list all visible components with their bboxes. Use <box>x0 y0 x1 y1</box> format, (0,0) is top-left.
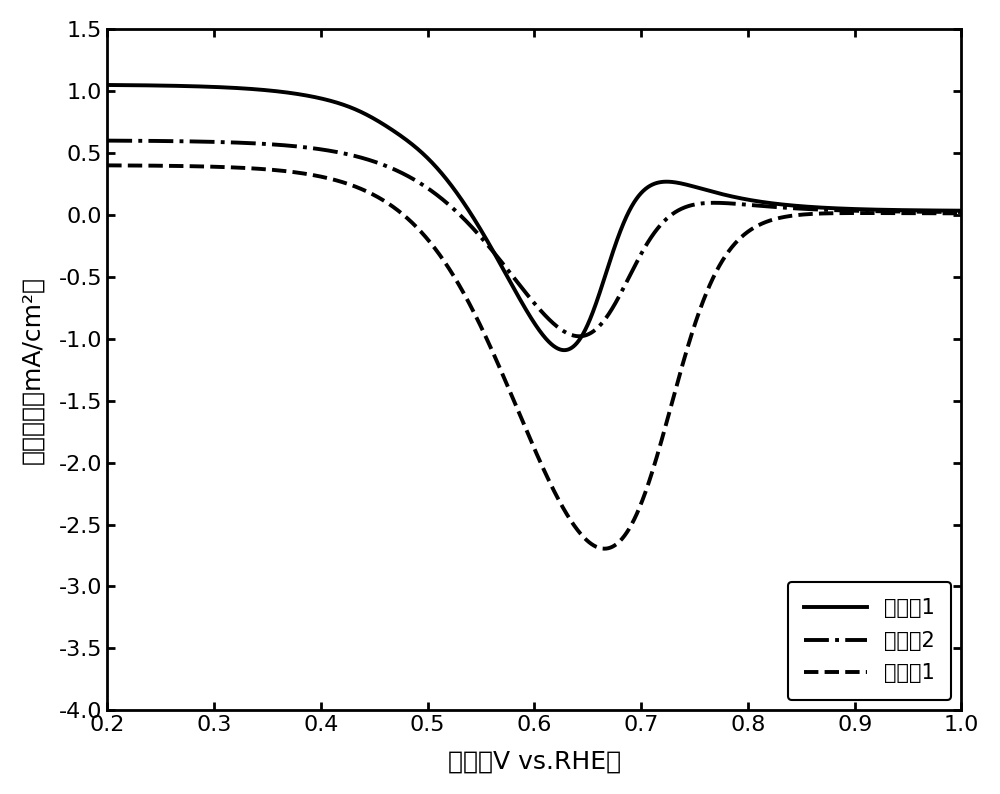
对比例2 <box>249 139 261 148</box>
Line: 对比例1: 对比例1 <box>107 165 961 549</box>
对比例1 <box>939 209 951 218</box>
对比例1 <box>101 160 113 170</box>
对比例1 <box>249 164 261 173</box>
Legend: 实施例1, 对比例2, 对比例1: 实施例1, 对比例2, 对比例1 <box>788 582 951 700</box>
实施例1 <box>847 204 859 214</box>
对比例1 <box>598 544 610 553</box>
实施例1 <box>199 82 211 91</box>
实施例1 <box>101 80 113 90</box>
X-axis label: 电压（V vs.RHE）: 电压（V vs.RHE） <box>448 750 621 773</box>
实施例1 <box>939 206 951 215</box>
对比例1 <box>429 244 441 253</box>
对比例1 <box>199 162 211 172</box>
实施例1 <box>249 84 261 94</box>
对比例2 <box>466 222 478 232</box>
对比例2 <box>573 332 585 341</box>
实施例1 <box>429 160 441 170</box>
实施例1 <box>955 206 967 215</box>
Y-axis label: 电流密度（mA/cm²）: 电流密度（mA/cm²） <box>21 276 45 464</box>
对比例2 <box>101 136 113 145</box>
对比例1 <box>847 208 859 218</box>
对比例2 <box>429 188 441 198</box>
对比例2 <box>939 207 951 217</box>
对比例2 <box>847 206 859 215</box>
对比例2 <box>199 137 211 146</box>
Line: 对比例2: 对比例2 <box>107 141 961 337</box>
对比例2 <box>955 207 967 217</box>
对比例1 <box>466 303 478 313</box>
Line: 实施例1: 实施例1 <box>107 85 961 350</box>
对比例1 <box>955 209 967 218</box>
实施例1 <box>466 210 478 220</box>
实施例1 <box>558 345 570 355</box>
